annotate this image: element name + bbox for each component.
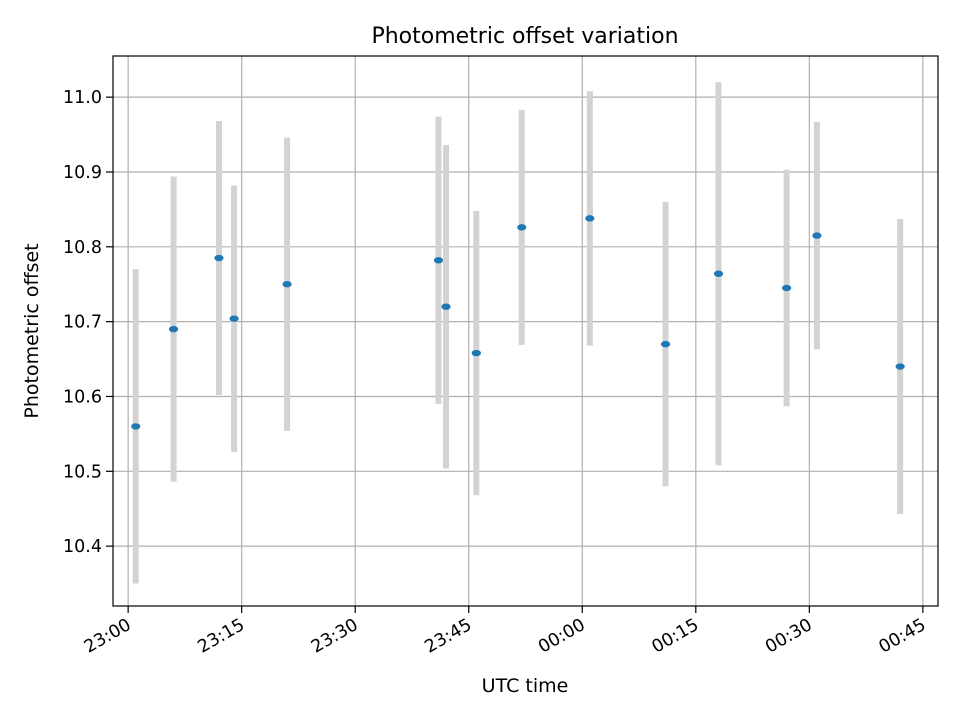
data-point [214, 254, 224, 262]
y-tick-label: 10.7 [63, 313, 102, 333]
data-point [168, 325, 179, 333]
chart-title: Photometric offset variation [371, 24, 678, 49]
y-axis-label: Photometric offset [21, 243, 43, 418]
data-point [660, 340, 671, 348]
y-tick-label: 10.6 [63, 387, 102, 407]
data-point [782, 284, 792, 292]
grid [113, 56, 938, 606]
data-point [441, 303, 451, 310]
data-points [131, 215, 905, 430]
y-tick-label: 10.9 [63, 163, 102, 183]
data-point [517, 224, 527, 231]
y-tick-label: 11.0 [63, 88, 102, 108]
y-tick-label: 10.4 [63, 537, 102, 557]
y-tick-label: 10.5 [63, 462, 102, 482]
plot-area-frame [112, 55, 939, 607]
data-point [812, 232, 822, 239]
y-axis-ticks: 10.4 10.5 10.6 10.7 10.8 10.9 11.0 [63, 88, 113, 557]
x-axis-label: UTC time [482, 675, 569, 697]
data-point [713, 270, 724, 277]
data-point [585, 215, 595, 222]
data-point [282, 281, 292, 288]
data-point [895, 363, 905, 370]
y-tick-label: 10.8 [63, 238, 102, 258]
data-point [229, 315, 239, 322]
data-point [433, 257, 444, 264]
data-point [131, 423, 141, 430]
data-point [471, 349, 481, 357]
